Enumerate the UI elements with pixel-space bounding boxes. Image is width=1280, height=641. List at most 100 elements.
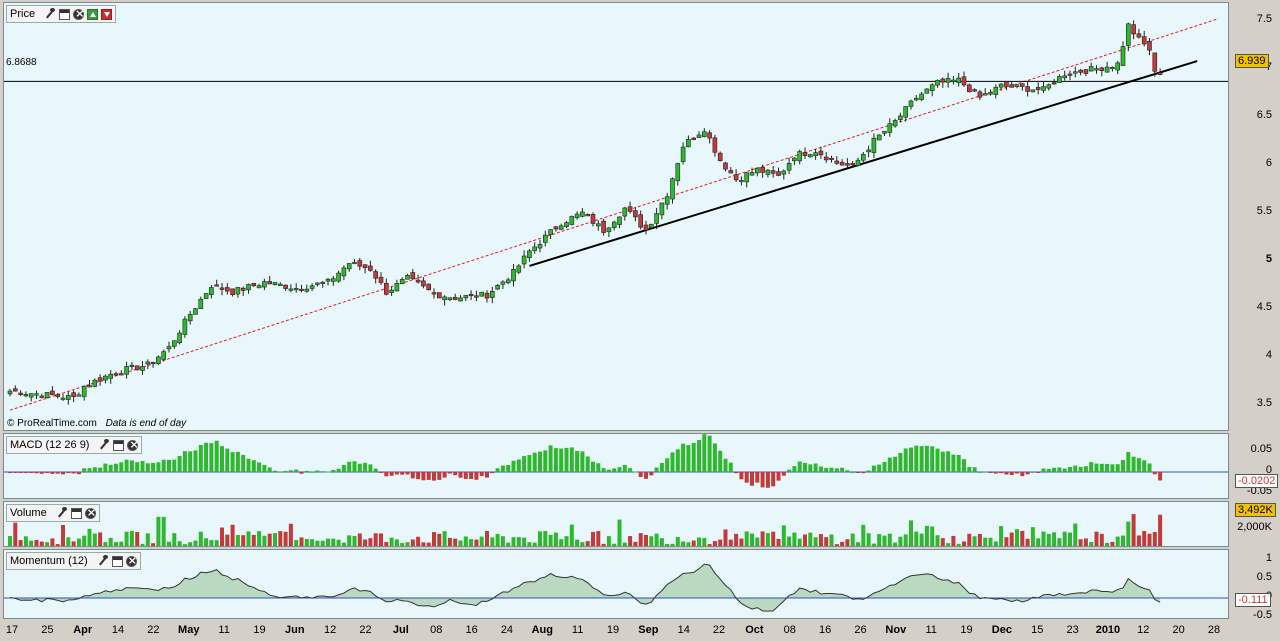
- macd-bar: [76, 472, 81, 475]
- candle: [489, 286, 495, 304]
- wrench-icon[interactable]: [97, 555, 109, 567]
- x-tick-label: Sep: [638, 624, 659, 636]
- macd-bar: [1052, 467, 1057, 472]
- candle-body: [701, 131, 707, 137]
- close-icon[interactable]: [84, 506, 96, 519]
- close-icon[interactable]: [127, 438, 139, 451]
- macd-bar: [644, 472, 648, 479]
- volume-bar: [728, 539, 733, 546]
- volume-bar: [1073, 523, 1078, 546]
- macd-bar: [1083, 466, 1088, 472]
- wrench-icon[interactable]: [44, 8, 56, 20]
- candle-body: [193, 308, 198, 315]
- candle-body: [341, 267, 347, 277]
- candle-body: [277, 283, 283, 286]
- macd-bar: [829, 467, 834, 472]
- x-tick-label: 17: [5, 624, 19, 636]
- window-icon[interactable]: [111, 555, 123, 567]
- window-icon[interactable]: [70, 507, 82, 519]
- momentum-chart[interactable]: [4, 550, 1229, 619]
- close-icon[interactable]: [73, 7, 84, 20]
- macd-bar: [988, 472, 993, 473]
- move-up-icon[interactable]: [87, 8, 99, 20]
- macd-bar: [384, 472, 389, 477]
- candle-body: [935, 80, 940, 86]
- macd-bar: [320, 471, 325, 473]
- volume-bar: [1078, 539, 1083, 546]
- candle-body: [998, 83, 1004, 88]
- candle: [553, 226, 559, 232]
- macd-bar: [331, 469, 336, 472]
- volume-bar: [993, 541, 998, 546]
- candle-body: [1115, 62, 1120, 71]
- x-tick-label: Dec: [991, 624, 1012, 636]
- candle: [225, 283, 230, 295]
- macd-bar: [347, 461, 352, 472]
- candle: [1009, 81, 1015, 88]
- candle-body: [50, 390, 55, 396]
- macd-bar: [718, 450, 723, 472]
- volume-bar: [1147, 533, 1152, 546]
- price-panel[interactable]: Price 6.8688 © ProRealTime.com Data is e…: [3, 2, 1229, 431]
- volume-bar: [686, 542, 691, 546]
- candle-body: [1147, 41, 1152, 51]
- candle: [87, 379, 92, 388]
- window-icon[interactable]: [59, 8, 71, 20]
- candle: [145, 359, 151, 370]
- candle: [214, 279, 219, 287]
- macd-bar: [951, 454, 956, 472]
- volume-panel[interactable]: Volume: [3, 501, 1229, 547]
- candle: [527, 248, 532, 262]
- candle-body: [65, 394, 71, 400]
- candle: [1030, 89, 1036, 93]
- volume-bar: [87, 528, 92, 546]
- candle: [415, 274, 421, 284]
- candle-body: [28, 393, 34, 398]
- volume-bar: [1131, 514, 1136, 546]
- macd-bar: [479, 472, 484, 476]
- candle-body: [1141, 36, 1147, 45]
- price-chart[interactable]: [4, 3, 1229, 431]
- candle: [590, 212, 596, 227]
- macd-panel[interactable]: MACD (12 26 9): [3, 433, 1229, 499]
- volume-bar: [988, 537, 993, 546]
- macd-bar: [416, 472, 421, 480]
- candle-body: [187, 314, 193, 322]
- macd-bar: [1142, 460, 1147, 472]
- momentum-panel[interactable]: Momentum (12): [3, 549, 1229, 619]
- candle-body: [315, 282, 320, 285]
- candle: [1083, 69, 1089, 77]
- volume-bar: [755, 537, 760, 546]
- volume-bar: [813, 537, 818, 546]
- macd-bar: [935, 448, 940, 472]
- volume-bar: [273, 533, 277, 546]
- volume-chart[interactable]: [4, 502, 1229, 547]
- x-tick-label: 11: [925, 624, 937, 636]
- macd-toolbar: MACD (12 26 9): [6, 436, 143, 454]
- candle-body: [246, 284, 251, 291]
- candle: [1094, 65, 1099, 74]
- candle-body: [712, 137, 718, 153]
- candle-body: [982, 93, 988, 96]
- move-down-icon[interactable]: [101, 8, 113, 20]
- candle: [807, 153, 813, 158]
- volume-bar: [559, 539, 564, 546]
- macd-chart[interactable]: [4, 434, 1229, 499]
- volume-bar: [294, 540, 299, 546]
- wrench-icon[interactable]: [98, 439, 110, 451]
- candle: [129, 362, 135, 370]
- candle: [140, 361, 145, 375]
- volume-bar: [1083, 538, 1088, 546]
- macd-bar: [840, 467, 845, 472]
- x-tick-label: 19: [960, 624, 973, 636]
- candle: [765, 169, 771, 178]
- candle: [823, 152, 829, 163]
- wrench-icon[interactable]: [56, 507, 68, 519]
- candle-body: [495, 285, 500, 290]
- window-icon[interactable]: [113, 439, 125, 451]
- close-icon[interactable]: [125, 554, 137, 567]
- candle: [325, 278, 331, 286]
- volume-bar: [405, 542, 410, 546]
- candle-body: [182, 318, 188, 335]
- candle: [172, 340, 177, 349]
